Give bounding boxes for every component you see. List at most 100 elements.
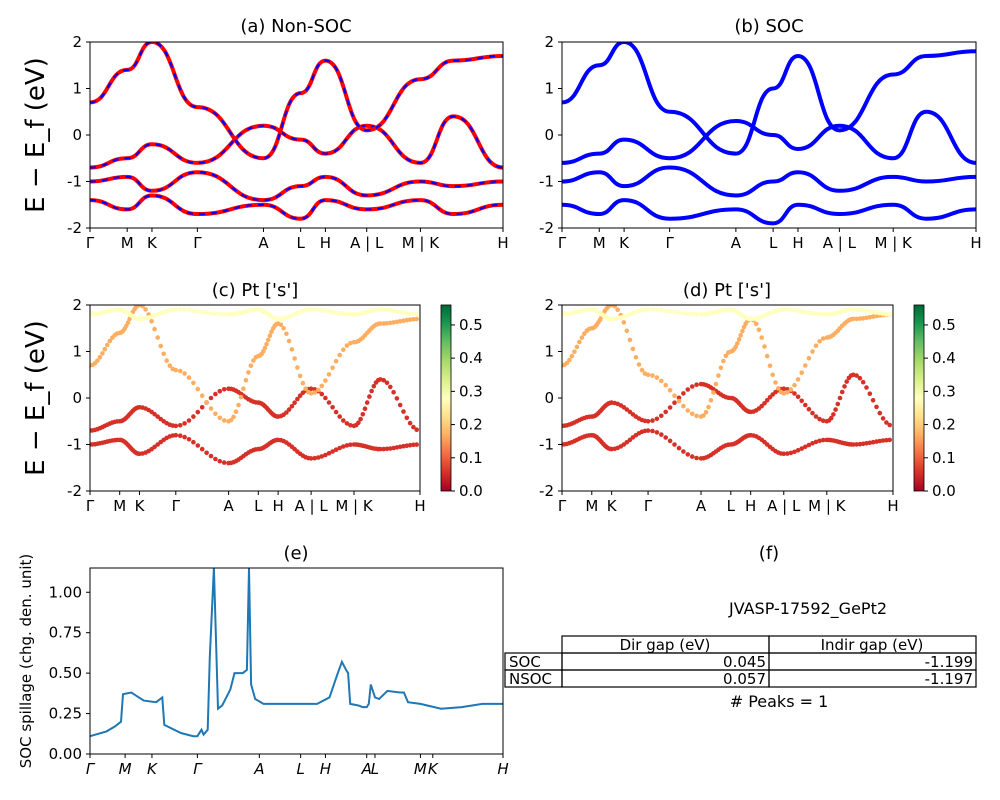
panel-d-point bbox=[857, 316, 863, 321]
panel-c-point bbox=[289, 404, 295, 409]
panel-b-xtick-label: A bbox=[731, 234, 742, 252]
panel-d-point bbox=[795, 308, 801, 314]
panel-d-point bbox=[806, 406, 812, 412]
panel-c-point bbox=[97, 355, 103, 360]
panel-d-point bbox=[633, 355, 639, 360]
panel-c-point bbox=[186, 308, 192, 313]
panel-c-point bbox=[319, 391, 325, 397]
panel-c-point bbox=[326, 372, 332, 377]
panel-c-point bbox=[105, 342, 110, 348]
panel-c-point bbox=[177, 433, 183, 439]
panel-c-point bbox=[323, 395, 328, 401]
panel-d-point bbox=[718, 365, 724, 371]
panel-d-point bbox=[813, 311, 819, 316]
panel-d-point bbox=[624, 328, 630, 334]
panel-d-xtick-label: M | K bbox=[808, 497, 847, 515]
panel-d-point bbox=[676, 445, 682, 451]
panel-c-point bbox=[337, 414, 343, 419]
panel-d-point bbox=[706, 404, 711, 410]
panel-c-point bbox=[217, 415, 223, 421]
panel-c-point bbox=[281, 326, 286, 331]
panel-c-point bbox=[191, 380, 196, 386]
panel-c-point bbox=[308, 391, 314, 396]
panel-c-point bbox=[378, 446, 383, 452]
panel-d-point bbox=[785, 390, 790, 395]
panel-c-point bbox=[388, 384, 393, 390]
panel-b-ytick-label: 0 bbox=[544, 126, 554, 144]
panel-d-point bbox=[887, 311, 892, 317]
panel-d-point bbox=[627, 337, 633, 343]
panel-c-point bbox=[326, 400, 332, 405]
panel-c-point bbox=[289, 347, 295, 352]
panel-c-xtick-label: H bbox=[414, 497, 425, 515]
panel-c-xtick-label: M bbox=[113, 497, 126, 515]
panel-a-band-line bbox=[90, 114, 503, 170]
colorbar-tick-label: 0.4 bbox=[932, 349, 956, 367]
panel-d-point bbox=[672, 309, 677, 315]
panel-e-frame bbox=[89, 567, 504, 755]
table-row-soc-indir: -1.199 bbox=[925, 653, 973, 671]
panel-d-point bbox=[820, 437, 826, 443]
panel-c-point bbox=[381, 378, 387, 383]
panel-c-point bbox=[312, 390, 318, 395]
panel-d-point bbox=[820, 336, 826, 341]
panel-d-point bbox=[867, 391, 873, 397]
panel-b-ytick-label: 2 bbox=[544, 33, 554, 51]
table-row-nsoc-label: NSOC bbox=[509, 670, 552, 688]
panel-c-point bbox=[173, 432, 179, 438]
panel-d-point bbox=[685, 311, 691, 316]
panel-c-point bbox=[308, 386, 314, 392]
panel-d-point bbox=[759, 335, 764, 340]
panel-c-point bbox=[292, 356, 297, 361]
panel-c-point bbox=[152, 411, 157, 417]
panel-d-point bbox=[579, 335, 585, 340]
panel-c-point bbox=[231, 414, 236, 420]
panel-c-point bbox=[394, 396, 400, 401]
panel-c-point bbox=[199, 405, 205, 410]
panel-d-point bbox=[636, 362, 642, 367]
panel-c-point bbox=[208, 395, 214, 401]
panel-c-point bbox=[199, 309, 205, 315]
panel-d-point bbox=[817, 339, 822, 344]
panel-d-point bbox=[857, 375, 863, 381]
panel-d-point bbox=[650, 418, 655, 423]
panel-c-point bbox=[297, 373, 303, 379]
panel-c-point bbox=[397, 402, 403, 408]
panel-c-point bbox=[286, 407, 292, 412]
panel-a-ytick-label: 2 bbox=[72, 33, 82, 51]
panel-a-xtick-label: Γ bbox=[193, 234, 202, 252]
panel-d-point bbox=[612, 305, 617, 309]
panel-b-xtick-label: L bbox=[769, 234, 778, 252]
panel-c-point bbox=[319, 383, 325, 389]
panel-d-point bbox=[785, 307, 790, 313]
panel-a-xtick-label: M | K bbox=[402, 234, 441, 252]
colorbar-c bbox=[440, 304, 452, 492]
panel-c-points bbox=[90, 305, 420, 466]
panel-c-point bbox=[381, 446, 387, 452]
panel-d-point bbox=[689, 454, 695, 459]
panel-d-point bbox=[799, 446, 804, 451]
gap-table: Dir gap (eV) Indir gap (eV) SOC 0.045 -1… bbox=[504, 635, 977, 688]
panel-c-point bbox=[95, 358, 100, 364]
panel-d-point bbox=[799, 309, 804, 314]
panel-c-point bbox=[164, 358, 169, 363]
panel-c-point bbox=[330, 309, 335, 315]
panel-d-point bbox=[713, 381, 719, 387]
panel-d-point bbox=[820, 418, 826, 424]
panel-c-point bbox=[348, 423, 353, 428]
panel-c-point bbox=[100, 351, 105, 356]
panel-b-band-line bbox=[562, 165, 976, 198]
panel-c-point bbox=[173, 307, 179, 312]
panel-c-point bbox=[213, 456, 218, 462]
panel-c-point bbox=[337, 310, 343, 316]
panel-c-point bbox=[333, 409, 339, 415]
panel-d-point bbox=[860, 379, 866, 385]
panel-c-point bbox=[182, 371, 187, 376]
panel-d-point bbox=[854, 316, 859, 322]
panel-d-point bbox=[810, 441, 815, 446]
panel-c-point bbox=[158, 343, 163, 349]
colorbar-tick-label: 0.3 bbox=[459, 382, 483, 400]
panel-c-point bbox=[330, 449, 335, 454]
panel-d-point bbox=[837, 395, 843, 401]
